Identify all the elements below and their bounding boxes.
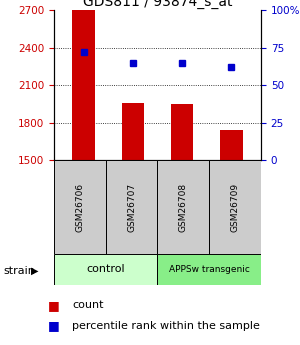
Bar bbox=[171, 104, 193, 160]
Bar bbox=[209, 160, 261, 254]
Text: ■: ■ bbox=[48, 319, 60, 333]
Text: count: count bbox=[72, 300, 104, 310]
Text: strain: strain bbox=[3, 266, 35, 276]
Bar bbox=[158, 254, 261, 285]
Text: GSM26709: GSM26709 bbox=[231, 183, 240, 231]
Bar bbox=[122, 103, 144, 160]
Text: GSM26708: GSM26708 bbox=[179, 183, 188, 231]
Text: ▶: ▶ bbox=[31, 266, 38, 276]
Bar bbox=[158, 160, 209, 254]
Bar bbox=[54, 254, 158, 285]
Title: GDS811 / 93874_s_at: GDS811 / 93874_s_at bbox=[83, 0, 232, 9]
Bar bbox=[106, 160, 158, 254]
Text: ■: ■ bbox=[48, 299, 60, 312]
Bar bbox=[73, 10, 95, 160]
Bar bbox=[220, 130, 242, 160]
Text: APPSw transgenic: APPSw transgenic bbox=[169, 265, 250, 274]
Bar bbox=[54, 160, 106, 254]
Text: percentile rank within the sample: percentile rank within the sample bbox=[72, 321, 260, 331]
Text: control: control bbox=[86, 264, 125, 274]
Text: GSM26706: GSM26706 bbox=[75, 183, 84, 231]
Text: GSM26707: GSM26707 bbox=[127, 183, 136, 231]
